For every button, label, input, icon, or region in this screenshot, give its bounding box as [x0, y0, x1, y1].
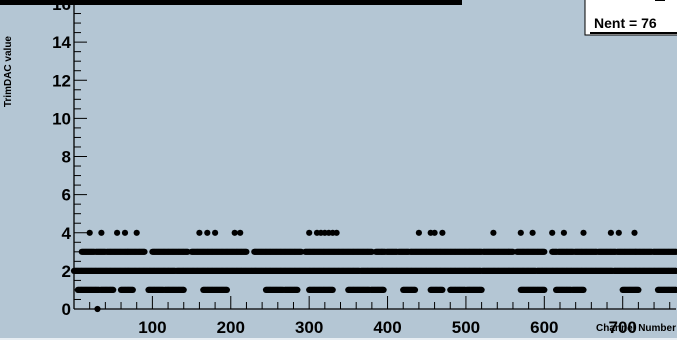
- data-point: [580, 229, 587, 236]
- data-point: [110, 286, 117, 293]
- data-point: [329, 286, 336, 293]
- data-point: [439, 286, 446, 293]
- y-tick-label: 14: [52, 33, 71, 52]
- stats-box: Nent = 76: [584, 0, 677, 36]
- y-tick-label: 0: [62, 300, 71, 319]
- data-point: [141, 248, 148, 255]
- data-point: [212, 229, 219, 236]
- x-tick-label: 200: [217, 318, 245, 337]
- x-tick-label: 400: [373, 318, 401, 337]
- y-tick-label: 16: [52, 0, 71, 14]
- data-point: [541, 286, 548, 293]
- data-point: [672, 267, 677, 274]
- data-point: [490, 229, 497, 236]
- data-point: [98, 229, 105, 236]
- data-point: [439, 229, 446, 236]
- data-point: [431, 229, 438, 236]
- label-layer: Channel Number TrimDAC value 100 200 300 40…: [3, 0, 676, 337]
- y-tick-label: 12: [52, 71, 71, 90]
- data-point: [529, 229, 536, 236]
- data-point: [333, 229, 340, 236]
- data-point: [294, 286, 301, 293]
- data-point: [237, 229, 244, 236]
- y-axis-title: TrimDAC value: [3, 36, 14, 108]
- y-tick-label: 6: [62, 186, 71, 205]
- data-point: [180, 286, 187, 293]
- data-point: [243, 248, 250, 255]
- data-point: [129, 286, 136, 293]
- data-point: [231, 229, 238, 236]
- data-point: [114, 229, 121, 236]
- data-point: [517, 229, 524, 236]
- y-tick-label: 8: [62, 148, 71, 167]
- data-point: [580, 286, 587, 293]
- data-point: [415, 229, 422, 236]
- axis-layer: [73, 0, 676, 310]
- y-tick-label: 2: [62, 262, 71, 281]
- stats-box-frame: [584, 0, 677, 36]
- data-point: [121, 229, 129, 236]
- y-tick-label: 10: [52, 109, 71, 128]
- x-tick-label: 300: [295, 318, 323, 337]
- y-tick-label: 4: [62, 224, 72, 243]
- data-point: [86, 229, 93, 236]
- data-point: [411, 286, 419, 293]
- title-bar: [0, 0, 462, 5]
- data-point: [380, 286, 387, 293]
- data-point: [672, 248, 677, 255]
- data-point: [478, 286, 485, 293]
- stats-entries-text: Nent = 76: [594, 15, 657, 31]
- data-point: [306, 229, 313, 236]
- data-point: [672, 286, 677, 293]
- x-tick-label: 700: [609, 318, 637, 337]
- x-tick-label: 500: [452, 318, 480, 337]
- x-tick-label: 100: [138, 318, 166, 337]
- data-point: [560, 229, 568, 236]
- data-point: [549, 229, 556, 236]
- x-axis-title: Channel Number: [596, 323, 676, 334]
- data-point: [615, 229, 622, 236]
- x-tick-label: 600: [530, 318, 558, 337]
- data-point: [223, 286, 230, 293]
- data-point: [204, 229, 211, 236]
- points-layer: [70, 229, 677, 313]
- data-point: [133, 229, 140, 236]
- data-point: [196, 229, 203, 236]
- data-point: [635, 286, 642, 293]
- data-point: [541, 248, 548, 255]
- data-point: [631, 229, 638, 236]
- data-point: [607, 229, 615, 236]
